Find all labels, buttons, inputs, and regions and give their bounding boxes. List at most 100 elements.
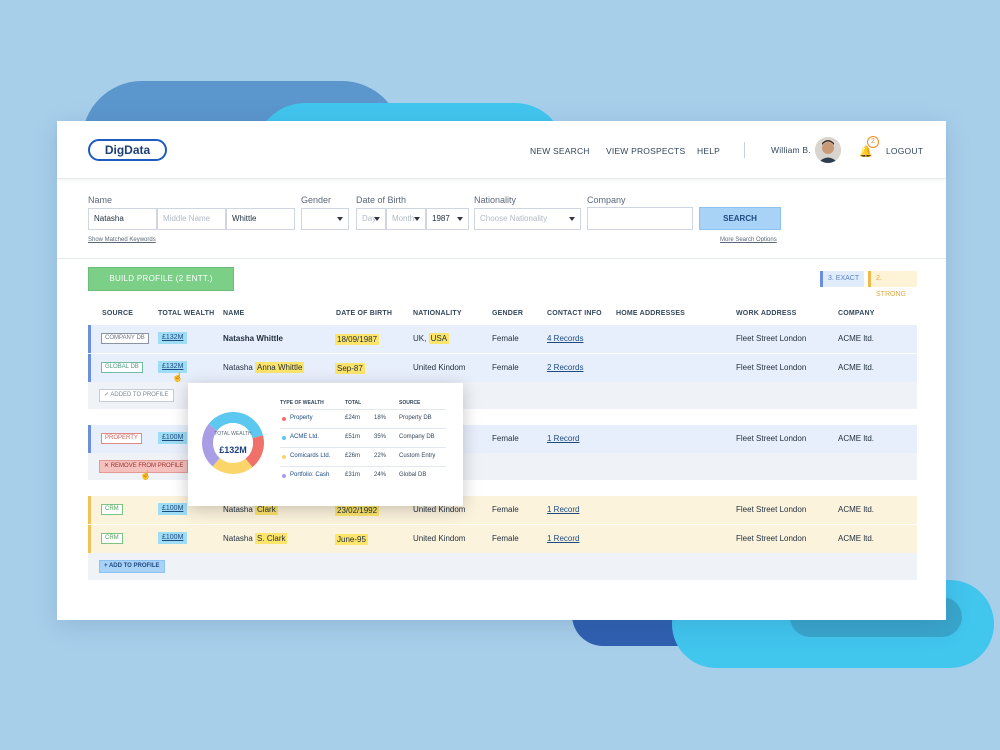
wealth-badge[interactable]: £100M (158, 532, 188, 544)
wealth-color-dot (282, 417, 286, 421)
col-gender[interactable]: GENDER (492, 310, 524, 317)
nationality-match: USA (428, 333, 450, 344)
company-input[interactable] (587, 207, 693, 230)
wealth-badge[interactable]: £100M (158, 503, 188, 515)
name-label: Name (88, 195, 113, 205)
gender-select[interactable] (301, 208, 349, 230)
nationality-select[interactable]: Choose Nationality (474, 208, 581, 230)
wealth-badge[interactable]: £100M (158, 432, 188, 444)
top-navbar: DigData NEW SEARCH VIEW PROSPECTS HELP W… (57, 121, 946, 179)
search-form: Name Natasha Middle Name Whittle Show Ma… (57, 179, 946, 259)
name-cell: Natasha Anna Whittle (223, 362, 305, 373)
show-matched-keywords-link[interactable]: Show Matched Keywords (88, 237, 156, 243)
hand-cursor-icon: ☝ (140, 470, 152, 480)
company-cell: ACME ltd. (838, 334, 875, 343)
app-window: DigData NEW SEARCH VIEW PROSPECTS HELP W… (57, 121, 946, 620)
wealth-source: Company DB (399, 434, 435, 440)
gender-cell: Female (492, 505, 519, 514)
col-total: TOTAL (345, 400, 362, 406)
table-row[interactable]: CRM £100M Natasha Clark 23/02/1992 Unite… (88, 496, 917, 524)
user-name[interactable]: William B. (771, 145, 811, 155)
nav-help[interactable]: HELP (697, 146, 721, 156)
wealth-total: £24m (345, 415, 361, 421)
col-company[interactable]: COMPANY (838, 310, 875, 317)
row-actions: + ADD TO PROFILE (88, 553, 917, 580)
legend-strong: 2. STRONG (868, 271, 917, 298)
table-row[interactable]: CRM £100M Natasha S. Clark June-95 Unite… (88, 525, 917, 553)
gender-cell: Female (492, 434, 519, 443)
avatar[interactable] (815, 137, 841, 163)
nav-view-prospects[interactable]: VIEW PROSPECTS (606, 146, 686, 156)
dob-cell: Sep-87 (335, 363, 365, 374)
wealth-source: Global DB (399, 472, 427, 478)
gender-cell: Female (492, 363, 519, 372)
wealth-source: Property DB (399, 415, 432, 421)
wealth-color-dot (282, 474, 286, 478)
day-select[interactable]: Day (356, 208, 386, 230)
col-total-wealth[interactable]: TOTAL WEALTH (158, 310, 215, 317)
nav-new-search[interactable]: NEW SEARCH (530, 146, 590, 156)
bell-icon[interactable]: 🔔 (859, 146, 873, 158)
add-label: ADD TO PROFILE (108, 563, 160, 569)
contact-link[interactable]: 4 Records (547, 334, 584, 343)
company-label: Company (587, 195, 626, 205)
donut-value: £132M (219, 445, 247, 455)
work-address-cell: Fleet Street London (736, 334, 807, 343)
wealth-percent: 18% (374, 415, 387, 421)
remove-from-profile-button[interactable]: ✕ REMOVE FROM PROFILE (99, 460, 189, 473)
digdata-logo[interactable]: DigData (88, 139, 167, 161)
middle-name-input[interactable]: Middle Name (157, 208, 226, 230)
nationality-label: Nationality (474, 195, 517, 205)
first-name-input[interactable]: Natasha (88, 208, 157, 230)
source-tag: CRM (101, 504, 123, 515)
month-select[interactable]: Month (386, 208, 426, 230)
add-to-profile-button[interactable]: + ADD TO PROFILE (99, 560, 165, 573)
month-placeholder: Month (392, 214, 415, 223)
contact-link[interactable]: 2 Records (547, 363, 584, 372)
contact-link[interactable]: 1 Record (547, 505, 580, 514)
wealth-percent: 24% (374, 472, 387, 478)
name-cell: Natasha S. Clark (223, 533, 288, 544)
search-button[interactable]: SEARCH (699, 207, 781, 230)
nationality-cell: UK, USA (413, 333, 450, 344)
contact-link[interactable]: 1 Record (547, 534, 580, 543)
notification-badge: 2 (867, 136, 879, 148)
nationality-cell: United Kindom (413, 505, 466, 514)
gender-label: Gender (301, 195, 332, 205)
last-name-input[interactable]: Whittle (226, 208, 295, 230)
col-name[interactable]: NAME (223, 310, 245, 317)
work-address-cell: Fleet Street London (736, 434, 807, 443)
wealth-color-dot (282, 436, 286, 440)
wealth-color-dot (282, 455, 286, 459)
table-row[interactable]: GLOBAL DB £132M Natasha Anna Whittle Sep… (88, 354, 917, 382)
col-dob[interactable]: DATE OF BIRTH (336, 310, 393, 317)
donut-hole (213, 423, 253, 463)
wealth-row: Portfolio: Cash £31m 24% Global DB (280, 466, 446, 484)
source-tag: GLOBAL DB (101, 362, 143, 373)
col-source[interactable]: SOURCE (102, 310, 134, 317)
dob-cell: 23/02/1992 (335, 505, 380, 516)
wealth-badge[interactable]: £132M (158, 332, 188, 344)
year-select[interactable]: 1987 (426, 208, 469, 230)
work-address-cell: Fleet Street London (736, 363, 807, 372)
col-source: SOURCE (399, 400, 421, 406)
wealth-type: Portfolio: Cash (290, 472, 330, 478)
added-to-profile-button[interactable]: ✓ ADDED TO PROFILE (99, 389, 174, 402)
col-contact-info[interactable]: CONTACT INFO (547, 310, 602, 317)
col-home-addresses[interactable]: HOME ADDRESSES (616, 310, 686, 317)
table-row[interactable]: COMPANY DB £132M Natasha Whittle 18/09/1… (88, 325, 917, 353)
build-profile-button[interactable]: BUILD PROFILE (2 ENTT.) (88, 267, 234, 291)
col-type-of-wealth: TYPE OF WEALTH (280, 400, 324, 406)
col-nationality[interactable]: NATIONALITY (413, 310, 462, 317)
nav-divider (744, 142, 745, 158)
work-address-cell: Fleet Street London (736, 505, 807, 514)
wealth-badge[interactable]: £132M (158, 361, 188, 373)
nationality-cell: United Kindom (413, 363, 466, 372)
plus-icon: + (104, 563, 109, 569)
more-search-options-link[interactable]: More Search Options (720, 237, 777, 243)
contact-link[interactable]: 1 Record (547, 434, 580, 443)
wealth-row: Property £24m 18% Property DB (280, 409, 446, 427)
col-work-address[interactable]: WORK ADDRESS (736, 310, 797, 317)
match-indicator (88, 525, 91, 553)
logout-link[interactable]: LOGOUT (886, 146, 924, 156)
